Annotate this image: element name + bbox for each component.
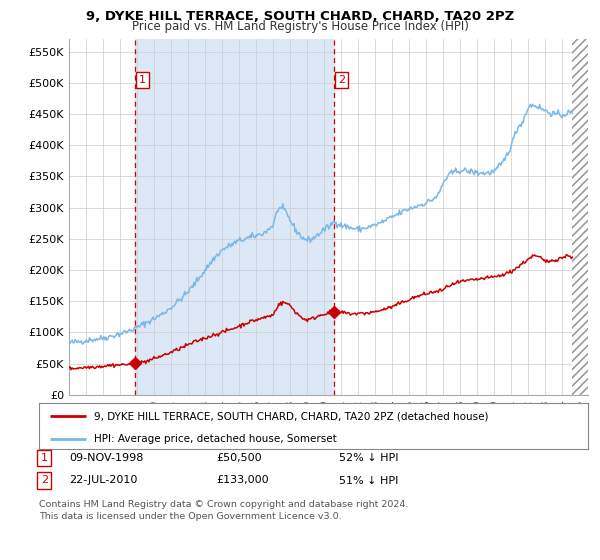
Text: £50,500: £50,500 bbox=[216, 453, 262, 463]
Text: 1: 1 bbox=[139, 74, 146, 85]
Text: 52% ↓ HPI: 52% ↓ HPI bbox=[339, 453, 398, 463]
Text: £133,000: £133,000 bbox=[216, 475, 269, 486]
Text: 9, DYKE HILL TERRACE, SOUTH CHARD, CHARD, TA20 2PZ: 9, DYKE HILL TERRACE, SOUTH CHARD, CHARD… bbox=[86, 10, 514, 22]
Bar bbox=[572, 39, 588, 395]
Text: HPI: Average price, detached house, Somerset: HPI: Average price, detached house, Some… bbox=[94, 434, 337, 444]
Text: 09-NOV-1998: 09-NOV-1998 bbox=[69, 453, 143, 463]
Text: 2: 2 bbox=[41, 475, 48, 486]
Text: Price paid vs. HM Land Registry's House Price Index (HPI): Price paid vs. HM Land Registry's House … bbox=[131, 20, 469, 32]
Text: 2: 2 bbox=[338, 74, 345, 85]
Text: 1: 1 bbox=[41, 453, 48, 463]
Text: 22-JUL-2010: 22-JUL-2010 bbox=[69, 475, 137, 486]
Bar bbox=[134, 39, 334, 395]
Text: 51% ↓ HPI: 51% ↓ HPI bbox=[339, 475, 398, 486]
Text: 9, DYKE HILL TERRACE, SOUTH CHARD, CHARD, TA20 2PZ (detached house): 9, DYKE HILL TERRACE, SOUTH CHARD, CHARD… bbox=[94, 411, 488, 421]
Bar bbox=[572, 39, 588, 395]
Bar bbox=[572, 39, 588, 395]
Text: Contains HM Land Registry data © Crown copyright and database right 2024.
This d: Contains HM Land Registry data © Crown c… bbox=[39, 500, 409, 521]
